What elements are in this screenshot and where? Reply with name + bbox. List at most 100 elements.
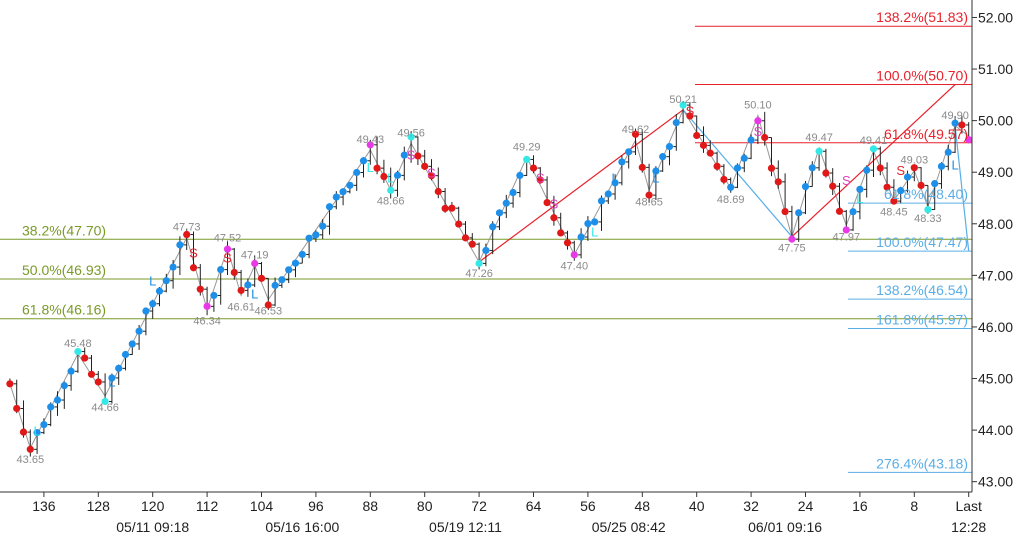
swing-label-8: 47.19 <box>241 250 269 262</box>
x-tick-label-11: 48 <box>635 498 651 514</box>
swing-label-12: 49.56 <box>397 127 425 139</box>
signal-dot <box>210 291 218 300</box>
signal-dot <box>305 234 313 242</box>
signal-dot <box>965 136 973 144</box>
signal-dot <box>482 246 490 255</box>
x-tick-label-9: 64 <box>526 498 542 514</box>
signal-dot <box>903 173 912 181</box>
x-tick-label-5: 96 <box>308 498 324 514</box>
date-label-2: 05/19 12:11 <box>429 519 502 535</box>
signal-marker-18: L <box>856 191 863 206</box>
swing-label-14: 49.29 <box>513 141 541 153</box>
signal-dot <box>591 218 599 226</box>
signal-dot <box>40 421 48 429</box>
signal-dot <box>835 207 844 215</box>
signal-dot <box>244 281 252 289</box>
signal-dot <box>665 143 674 151</box>
x-tick-label-10: 56 <box>580 498 596 514</box>
signal-dot <box>339 188 347 196</box>
signal-dot <box>924 205 932 214</box>
signal-dot <box>557 229 565 237</box>
signal-dot <box>380 172 388 181</box>
x-tick-label-13: 32 <box>743 498 759 514</box>
signal-dot <box>421 162 429 170</box>
signal-dot <box>366 141 374 149</box>
signal-dot <box>461 234 470 242</box>
signal-dot <box>441 204 449 213</box>
signal-dot <box>563 239 572 247</box>
signal-dot <box>931 180 939 188</box>
x-tick-label-17: Last <box>955 498 982 514</box>
signal-dot <box>448 204 456 212</box>
signal-dot <box>747 136 755 144</box>
signal-dot <box>876 164 884 172</box>
signal-dot <box>162 277 170 285</box>
signal-marker-8: L <box>387 171 394 186</box>
swing-label-18: 50.21 <box>669 94 697 106</box>
signal-dot <box>223 245 232 253</box>
signal-marker-12: L <box>591 225 598 240</box>
signal-dot <box>706 149 714 157</box>
date-label-0: 05/11 09:18 <box>116 519 189 535</box>
fib-label-9: 161.8%(45.97) <box>876 311 968 327</box>
signal-dot <box>713 162 721 170</box>
signal-dot <box>686 112 694 120</box>
x-tick-label-4: 104 <box>250 498 274 514</box>
signal-dot <box>434 187 442 196</box>
y-tick-label-9: 52.00 <box>978 9 1013 25</box>
signal-dot <box>183 230 191 239</box>
fibonacci-labels: 38.2%(47.70) 50.0%(46.93) 61.8%(46.16) 138.… <box>22 9 968 471</box>
signal-dot <box>387 186 395 194</box>
y-tick-label-5: 48.00 <box>978 216 1013 232</box>
swing-label-24: 49.41 <box>860 135 888 147</box>
signal-dot <box>523 155 531 164</box>
signal-dot <box>869 145 878 153</box>
signal-dot <box>196 285 204 293</box>
y-tick-label-8: 51.00 <box>978 61 1013 77</box>
signal-dot <box>679 101 687 109</box>
signal-dot <box>414 152 422 160</box>
signal-marker-4: S <box>223 250 232 265</box>
swing-label-22: 49.47 <box>805 132 833 144</box>
swing-label-17: 48.65 <box>635 196 663 208</box>
signal-dot <box>121 350 130 359</box>
fibonacci-levels <box>0 25 972 473</box>
signal-dot <box>618 158 626 166</box>
y-tick-label-4: 47.00 <box>978 267 1013 283</box>
signal-dot <box>543 199 551 207</box>
price-bar <box>578 228 585 259</box>
signal-dot <box>951 119 959 127</box>
swing-label-23: 47.97 <box>833 231 861 243</box>
fib-label-8: 138.2%(46.54) <box>876 282 968 298</box>
signal-dot <box>33 429 41 437</box>
signal-dot <box>761 133 769 142</box>
signal-marker-10: S <box>536 171 545 186</box>
signal-dot <box>13 404 21 413</box>
signal-dot <box>597 197 606 205</box>
signal-dot <box>264 301 272 309</box>
swing-label-4: 47.73 <box>173 222 201 234</box>
signal-dot <box>822 169 830 177</box>
y-tick-label-7: 50.00 <box>978 113 1013 129</box>
swing-label-9: 46.53 <box>255 306 283 318</box>
trend-line-3 <box>954 125 970 252</box>
signal-dot <box>550 214 558 222</box>
signal-dot <box>611 179 619 187</box>
signal-dot <box>230 268 238 277</box>
signal-dot <box>672 119 680 127</box>
signal-dot <box>353 168 361 177</box>
signal-marker-14: L <box>652 171 659 186</box>
signal-dot <box>319 222 327 230</box>
signal-dot <box>407 133 415 141</box>
fib-label-0: 38.2%(47.70) <box>22 222 106 238</box>
signal-dot <box>842 226 850 234</box>
signal-marker-1: L <box>108 374 115 389</box>
signal-dot <box>427 172 436 180</box>
signal-dot <box>856 185 864 193</box>
signal-dot <box>890 197 898 205</box>
signal-dot <box>135 327 143 335</box>
swing-label-20: 50.10 <box>744 99 772 111</box>
signal-marker-20: L <box>951 158 958 173</box>
